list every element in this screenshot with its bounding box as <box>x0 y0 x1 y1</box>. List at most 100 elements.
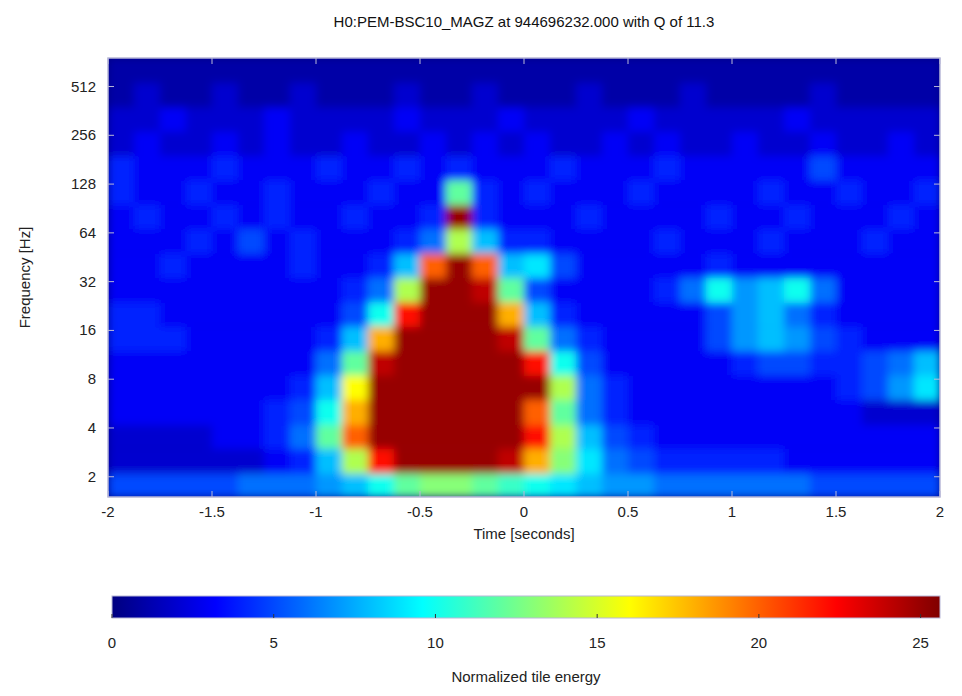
cell <box>758 107 785 132</box>
cell <box>914 82 940 107</box>
cell <box>264 156 291 181</box>
cell <box>472 107 499 132</box>
cell <box>654 277 681 302</box>
cell <box>732 204 759 229</box>
cell <box>576 107 603 132</box>
cell <box>134 351 161 376</box>
cell <box>550 180 577 205</box>
cell <box>368 425 395 449</box>
cell <box>602 58 629 83</box>
cell <box>862 229 889 254</box>
cell <box>524 425 551 449</box>
cell <box>394 180 421 205</box>
cell <box>706 425 733 449</box>
cell <box>862 58 889 83</box>
cell <box>680 229 707 254</box>
cell <box>654 448 681 474</box>
cell <box>446 58 473 83</box>
cell <box>264 326 291 351</box>
cell <box>628 204 655 229</box>
cell <box>238 180 265 205</box>
cell <box>472 326 499 351</box>
cell <box>186 107 213 132</box>
cell <box>524 204 551 229</box>
cell <box>810 277 837 302</box>
cell <box>758 180 785 205</box>
y-tick <box>108 232 114 233</box>
cell <box>316 180 343 205</box>
cell <box>524 277 551 302</box>
colorbar-tick-label: 25 <box>912 634 929 651</box>
y-tick-right <box>934 86 940 87</box>
cell <box>784 229 811 254</box>
cell <box>342 425 369 449</box>
cell <box>238 82 265 107</box>
cell <box>888 302 915 327</box>
cell <box>264 58 291 83</box>
cell <box>654 326 681 351</box>
cell <box>290 204 317 229</box>
cell <box>836 180 863 205</box>
cell <box>654 204 681 229</box>
cell <box>758 156 785 181</box>
cell <box>628 326 655 351</box>
cell <box>810 107 837 132</box>
cell <box>784 253 811 278</box>
cell <box>524 326 551 351</box>
cell <box>810 204 837 229</box>
cell <box>316 107 343 132</box>
cell <box>888 351 915 376</box>
cell <box>108 156 135 181</box>
cell <box>238 107 265 132</box>
cell <box>160 302 187 327</box>
cell <box>836 473 863 497</box>
cell <box>238 131 265 156</box>
y-tick-right <box>934 232 940 233</box>
cell <box>134 253 161 278</box>
cell <box>472 253 499 278</box>
cell <box>862 399 889 425</box>
x-axis-title: Time [seconds] <box>473 525 574 542</box>
cell <box>316 82 343 107</box>
cell <box>758 131 785 156</box>
cell <box>316 229 343 254</box>
cell <box>134 107 161 132</box>
cell <box>420 204 447 229</box>
cell <box>550 473 577 497</box>
colorbar-tick <box>920 614 921 618</box>
y-tick <box>108 330 114 331</box>
cell <box>784 351 811 376</box>
cell <box>810 425 837 449</box>
cell <box>368 131 395 156</box>
cell <box>602 229 629 254</box>
cell <box>680 82 707 107</box>
cell <box>472 425 499 449</box>
cell <box>446 204 473 229</box>
cell <box>472 229 499 254</box>
x-tick-top <box>316 58 317 64</box>
cell <box>706 399 733 425</box>
cell <box>316 204 343 229</box>
cell <box>914 448 940 474</box>
x-tick-label: -1.5 <box>199 503 225 520</box>
cell <box>550 277 577 302</box>
cell <box>472 448 499 474</box>
cell <box>394 351 421 376</box>
cell <box>160 448 187 474</box>
cell <box>238 375 265 400</box>
cell <box>316 58 343 83</box>
cell <box>810 448 837 474</box>
cell <box>212 375 239 400</box>
cell <box>602 204 629 229</box>
cell <box>732 425 759 449</box>
cell <box>914 204 940 229</box>
cell <box>160 375 187 400</box>
cell <box>680 399 707 425</box>
cell <box>628 156 655 181</box>
x-tick <box>524 491 525 497</box>
cell <box>342 473 369 497</box>
cell <box>862 253 889 278</box>
cell <box>446 351 473 376</box>
cell <box>420 253 447 278</box>
cell <box>914 425 940 449</box>
